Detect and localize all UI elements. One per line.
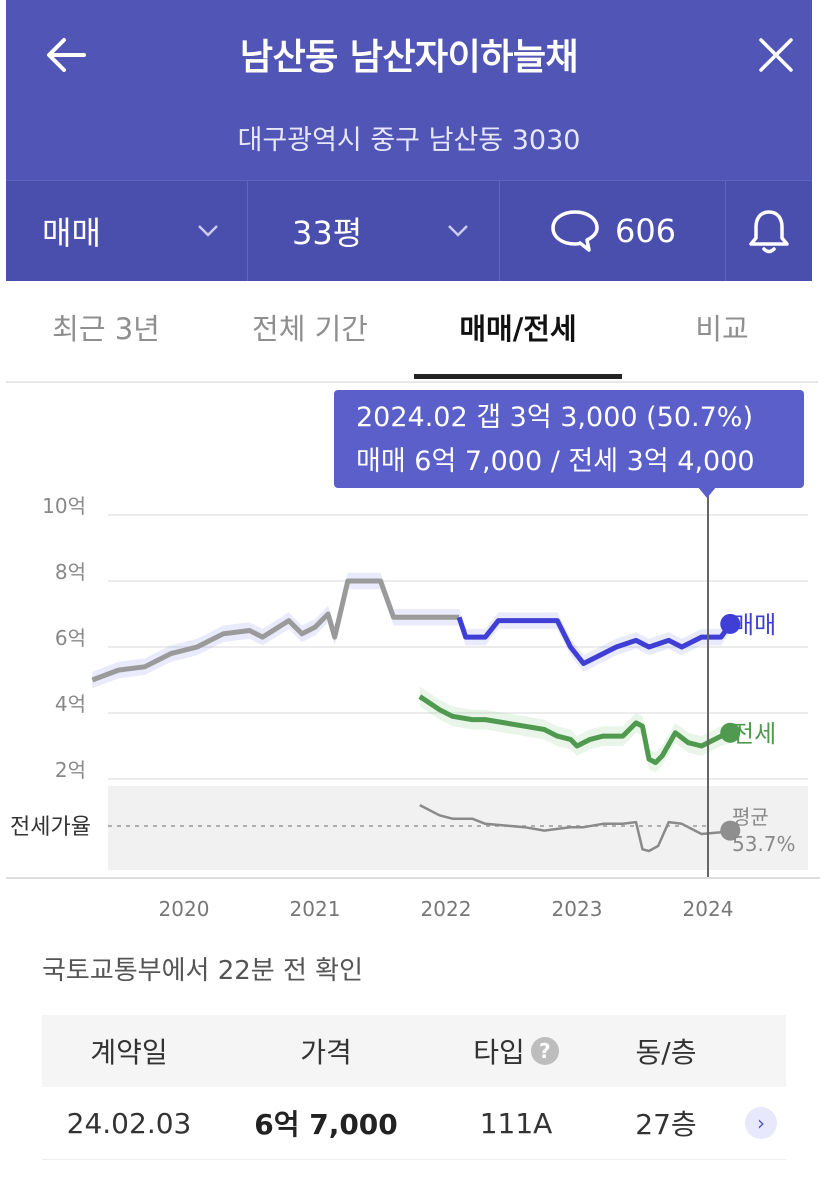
x-tick-label: 2022: [421, 897, 472, 921]
app-header: 남산동 남산자이하늘채 대구광역시 중구 남산동 3030 매매 33평 606: [6, 0, 812, 281]
y-tick-label: 10억: [42, 494, 86, 518]
active-tab-underline: [414, 374, 622, 379]
jeonse-series-label: 전세: [732, 720, 776, 748]
tab-compare[interactable]: 비교: [695, 312, 749, 346]
ratio-avg-label: 평균: [732, 805, 769, 829]
sale-series-label: 매매: [732, 611, 776, 639]
jeonse-range-band: [419, 686, 731, 773]
x-tick-label: 2020: [159, 897, 210, 921]
selected-point-tooltip: 2024.02 갭 3억 3,000 (50.7%) 매매 6억 7,000 /…: [334, 390, 804, 488]
tooltip-arrow: [697, 486, 717, 498]
bell-icon: [749, 210, 789, 254]
ratio-selected-point: [720, 820, 741, 841]
x-tick-label: 2021: [290, 897, 341, 921]
header-filter-bar: 매매 33평 606: [6, 180, 812, 281]
sale-history-line: [91, 578, 460, 683]
ratio-avg-value: 53.7%: [732, 832, 796, 856]
sale-line: [456, 616, 733, 666]
chevron-down-icon: [448, 225, 468, 237]
chevron-right-icon[interactable]: ›: [745, 1107, 777, 1139]
tab-recent-3y[interactable]: 최근 3년: [52, 312, 160, 346]
page-title: 남산동 남산자이하늘채: [239, 37, 579, 78]
y-tick-label: 6억: [55, 626, 86, 650]
tab-sale-jeonse[interactable]: 매매/전세: [459, 312, 577, 346]
row-type: 111A: [479, 1106, 553, 1140]
close-button[interactable]: [751, 30, 801, 80]
ratio-axis-label: 전세가율: [10, 815, 91, 840]
chart-grid: [108, 514, 808, 780]
notification-button[interactable]: [726, 181, 812, 281]
close-icon: [759, 38, 793, 72]
deal-type-select[interactable]: 매매: [6, 181, 248, 281]
row-detail: ›: [736, 1107, 786, 1139]
table-header: 계약일 가격 타입 ? 동/층: [42, 1015, 786, 1087]
x-tick-label: 2024: [683, 897, 734, 921]
comments-button[interactable]: 606: [500, 181, 726, 281]
row-price: 6억 7,000: [254, 1108, 398, 1141]
arrow-left-icon: [47, 38, 86, 72]
comment-count: 606: [614, 212, 677, 250]
tooltip-price-line: 매매 6억 7,000 / 전세 3억 4,000: [356, 446, 755, 477]
help-icon[interactable]: ?: [530, 1037, 559, 1065]
sale-selected-point: [720, 613, 741, 634]
ratio-band: [108, 786, 808, 870]
y-tick-label: 8억: [55, 560, 86, 584]
size-select[interactable]: 33평: [248, 181, 500, 281]
transaction-table: 계약일 가격 타입 ? 동/층 24.02.03 6억 7,000 111A 2…: [42, 1015, 786, 1160]
header-type: 타입 ?: [436, 1031, 596, 1071]
chevron-down-icon: [198, 225, 218, 237]
jeonse-line: [418, 694, 732, 765]
sale-range-band: [459, 609, 731, 672]
data-source-text: 국토교통부에서 22분 전 확인: [42, 956, 363, 986]
x-tick-label: 2023: [552, 897, 603, 921]
row-date: 24.02.03: [66, 1106, 192, 1140]
series-group: [91, 572, 741, 853]
row-floor: 27층: [635, 1108, 697, 1141]
header-floor: 동/층: [635, 1036, 697, 1069]
address-text: 대구광역시 중구 남산동 3030: [237, 125, 581, 156]
header-contract-date: 계약일: [90, 1036, 168, 1069]
jeonse-selected-point: [720, 722, 741, 743]
header-top: 남산동 남산자이하늘채 대구광역시 중구 남산동 3030: [6, 0, 812, 180]
y-tick-label: 2억: [55, 758, 86, 782]
size-label: 33평: [292, 214, 363, 252]
tab-all-period[interactable]: 전체 기간: [252, 312, 368, 346]
speech-bubble-icon: [551, 210, 599, 252]
tooltip-gap-line: 2024.02 갭 3억 3,000 (50.7%): [356, 402, 753, 433]
table-row[interactable]: 24.02.03 6억 7,000 111A 27층 ›: [42, 1087, 786, 1160]
deal-type-label: 매매: [42, 214, 101, 252]
header-price: 가격: [300, 1036, 352, 1069]
ratio-line: [419, 803, 731, 853]
chart-tabs: 최근 3년 전체 기간 매매/전세 비교: [6, 281, 818, 383]
back-button[interactable]: [42, 30, 92, 80]
y-tick-label: 4억: [55, 692, 86, 716]
header-type-label: 타입: [473, 1036, 525, 1069]
